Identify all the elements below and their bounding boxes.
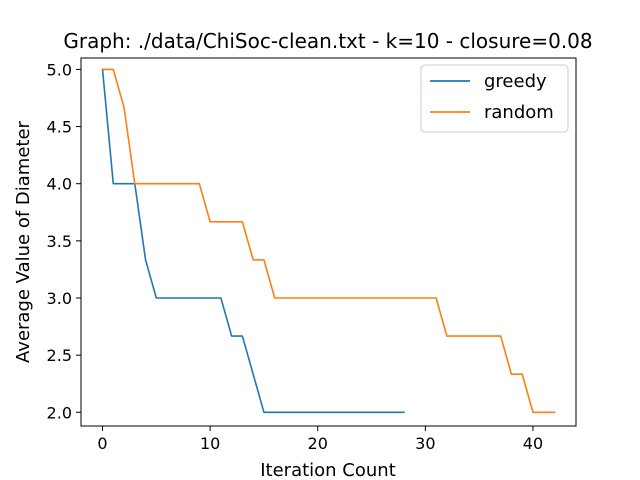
y-axis-label: Average Value of Diameter — [13, 120, 34, 362]
legend-label-greedy: greedy — [484, 71, 547, 92]
plot-frame — [80, 57, 577, 427]
legend-label-random: random — [484, 102, 554, 123]
y-tick-label: 2.0 — [47, 403, 72, 422]
x-tick-label: 20 — [308, 434, 328, 453]
y-tick-label: 3.0 — [47, 289, 72, 308]
y-tick-label: 5.0 — [47, 60, 72, 79]
y-tick-label: 4.5 — [47, 118, 72, 137]
x-tick-label: 0 — [97, 434, 107, 453]
series-line-random — [101, 68, 556, 414]
y-tick-label: 4.0 — [47, 175, 72, 194]
x-tick-label: 30 — [415, 434, 435, 453]
x-tick-label: 10 — [200, 434, 220, 453]
chart-title: Graph: ./data/ChiSoc-clean.txt - k=10 - … — [63, 29, 592, 53]
series-line-greedy — [101, 68, 405, 414]
legend: greedy random — [420, 64, 569, 133]
y-tick-label: 2.5 — [47, 346, 72, 365]
plot-area — [101, 68, 556, 414]
axis-ticks: 0 10 20 30 40 2.0 2.5 3.0 3.5 4.0 4.5 5.0 — [47, 60, 544, 453]
x-axis-label: Iteration Count — [260, 460, 396, 480]
x-tick-label: 40 — [523, 434, 543, 453]
y-tick-label: 3.5 — [47, 232, 72, 251]
